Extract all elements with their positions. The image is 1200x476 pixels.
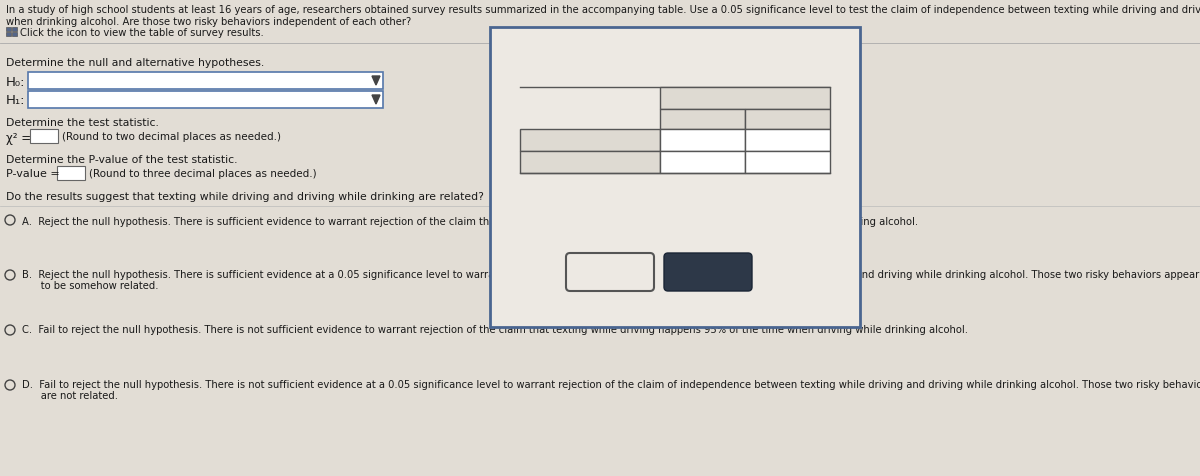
Bar [660,130,745,152]
Bar [58,167,85,180]
Text: (Round to three decimal places as needed.): (Round to three decimal places as needed… [89,169,317,178]
Text: Yes: Yes [694,114,712,124]
Text: Survey Results: Survey Results [520,42,654,60]
Bar [745,110,830,130]
Text: ▣: ▣ [820,114,828,123]
Text: In a study of high school students at least 16 years of age, researchers obtaine: In a study of high school students at le… [6,5,1200,15]
Bar [12,28,17,32]
Text: 4453: 4453 [773,157,802,167]
Bar [745,130,830,152]
Text: when drinking alcohol. Are those two risky behaviors independent of each other?: when drinking alcohol. Are those two ris… [6,17,412,27]
Text: 3058: 3058 [774,135,802,145]
Bar [520,152,660,174]
Text: No Texting While Driving: No Texting While Driving [524,157,670,167]
Text: Click the icon to view the table of survey results.: Click the icon to view the table of surv… [20,28,264,38]
FancyBboxPatch shape [566,253,654,291]
Polygon shape [372,96,380,105]
Text: χ² =: χ² = [6,132,31,145]
Text: A.  Reject the null hypothesis. There is sufficient evidence to warrant rejectio: A. Reject the null hypothesis. There is … [22,217,918,227]
Text: ↗: ↗ [730,42,743,57]
Text: Do the results suggest that texting while driving and driving while drinking are: Do the results suggest that texting whil… [6,192,484,201]
Text: C.  Fail to reject the null hypothesis. There is not sufficient evidence to warr: C. Fail to reject the null hypothesis. T… [22,324,968,334]
Text: Texted While Driving: Texted While Driving [524,135,647,145]
Text: D.  Fail to reject the null hypothesis. There is not sufficient evidence at a 0.: D. Fail to reject the null hypothesis. T… [22,379,1200,389]
Text: H₁:: H₁: [6,94,25,107]
Circle shape [5,270,14,280]
Circle shape [5,216,14,226]
Text: Done: Done [691,266,725,279]
Bar [745,152,830,174]
Text: Print: Print [595,266,624,279]
Text: Drove When Drinking Alcohol?: Drove When Drinking Alcohol? [655,92,834,102]
Text: No: No [780,114,796,124]
Circle shape [5,380,14,390]
Bar [6,28,11,32]
Bar [30,130,58,144]
Polygon shape [372,77,380,86]
Text: −  X: − X [810,42,838,55]
Bar [28,73,383,90]
Bar [520,130,660,152]
Text: B.  Reject the null hypothesis. There is sufficient evidence at a 0.05 significa: B. Reject the null hypothesis. There is … [22,269,1199,279]
Bar [6,33,11,37]
Text: Determine the test statistic.: Determine the test statistic. [6,118,158,128]
Text: are not related.: are not related. [22,390,118,400]
Text: 158: 158 [692,157,713,167]
Text: P-value =: P-value = [6,169,60,178]
Text: Determine the null and alternative hypotheses.: Determine the null and alternative hypot… [6,58,264,68]
Text: (Round to two decimal places as needed.): (Round to two decimal places as needed.) [62,132,281,142]
Circle shape [5,325,14,335]
Text: 740: 740 [692,135,713,145]
Bar [660,152,745,174]
Bar [660,88,830,110]
Text: Determine the P-value of the test statistic.: Determine the P-value of the test statis… [6,155,238,165]
Bar [12,33,17,37]
Bar [28,92,383,109]
Text: to be somehow related.: to be somehow related. [22,280,158,290]
Bar [660,110,745,130]
Text: H₀:: H₀: [6,76,25,89]
FancyBboxPatch shape [664,253,752,291]
Bar [490,28,860,327]
